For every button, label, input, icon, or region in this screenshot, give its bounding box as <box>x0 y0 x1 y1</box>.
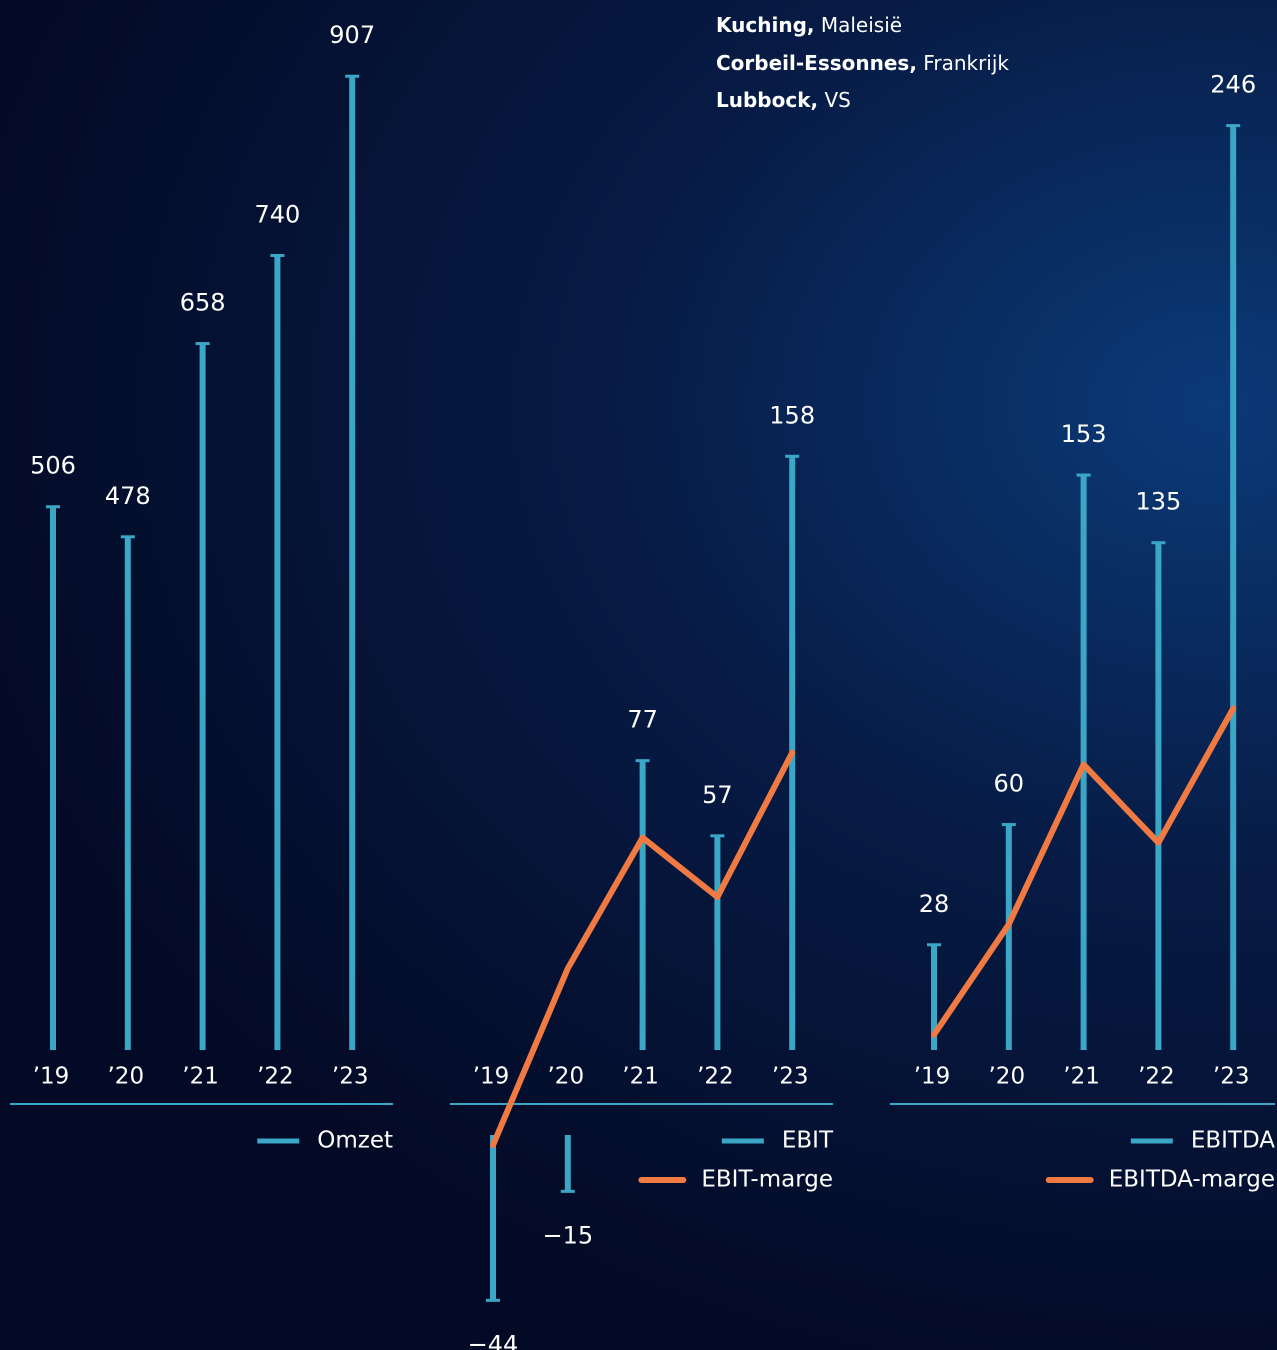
x-tick-label: ’22 <box>1138 1064 1175 1090</box>
bar-cap <box>1226 124 1241 128</box>
bar <box>927 943 941 1050</box>
value-label: 153 <box>1061 420 1107 448</box>
x-tick-label: ’19 <box>473 1064 510 1090</box>
x-tick-label: ’23 <box>332 1064 369 1090</box>
value-label: 158 <box>769 401 815 429</box>
bar-body <box>124 536 131 1050</box>
bar <box>560 1135 575 1193</box>
bar <box>195 342 210 1050</box>
x-tick-label: ’21 <box>1063 1064 1100 1090</box>
bar-cap <box>927 943 941 947</box>
bar-cap <box>486 1298 500 1302</box>
bar <box>635 759 650 1050</box>
value-label: 478 <box>105 482 151 510</box>
bar-cap <box>345 74 360 78</box>
value-label: 506 <box>30 452 76 480</box>
value-label: 135 <box>1135 488 1181 516</box>
bar-cap <box>270 254 285 258</box>
bar-cap <box>1076 473 1091 477</box>
header: Kuching, Maleisië Corbeil-Essonnes, Fran… <box>716 13 1009 112</box>
bar-cap <box>785 454 800 458</box>
bar-cap <box>120 535 135 539</box>
value-label: 740 <box>254 201 300 229</box>
country: VS <box>824 88 850 112</box>
bar-body <box>1230 125 1237 1051</box>
value-label: 77 <box>627 706 658 734</box>
bar-body <box>564 1135 571 1192</box>
value-label: −44 <box>468 1330 519 1350</box>
bar-body <box>274 255 281 1050</box>
value-label: 246 <box>1210 71 1256 99</box>
bar <box>345 74 360 1050</box>
bar-cap <box>710 834 725 838</box>
x-tick-label: ’20 <box>548 1064 585 1090</box>
city: Corbeil-Essonnes, <box>716 51 917 75</box>
x-tick-label: ’21 <box>182 1064 219 1090</box>
bar <box>710 834 725 1050</box>
bar-cap <box>1151 541 1166 545</box>
bar-cap <box>560 1189 575 1193</box>
value-label: −15 <box>542 1221 593 1249</box>
location: Lubbock, VS <box>716 88 851 112</box>
bar <box>270 254 285 1050</box>
legend-label: EBIT-marge <box>701 1167 833 1193</box>
bar-cap <box>1001 823 1016 827</box>
bar-body <box>50 506 56 1050</box>
line <box>490 749 796 1149</box>
bar <box>46 505 60 1050</box>
bar-cap <box>635 759 650 763</box>
bar-cap <box>195 342 210 346</box>
legend-label: EBITDA <box>1191 1128 1275 1154</box>
bar-body <box>639 760 646 1050</box>
x-tick-label: ’22 <box>697 1064 734 1090</box>
line <box>931 705 1237 1038</box>
bar-body <box>1005 824 1012 1050</box>
value-label: 907 <box>329 21 375 49</box>
x-tick-label: ’23 <box>772 1064 809 1090</box>
bar-body <box>199 343 206 1050</box>
bar-body <box>490 1135 496 1301</box>
bar-cap <box>46 505 60 509</box>
country: Frankrijk <box>923 51 1009 75</box>
bar-body <box>349 76 356 1050</box>
bar-body <box>714 835 721 1050</box>
x-tick-label: ’22 <box>257 1064 294 1090</box>
bar <box>120 535 135 1050</box>
value-label: 57 <box>702 781 733 809</box>
bar <box>1001 823 1016 1050</box>
value-label: 658 <box>180 289 226 317</box>
x-tick-label: ’23 <box>1213 1064 1250 1090</box>
bar <box>1226 124 1241 1051</box>
legend-label: Omzet <box>317 1128 393 1154</box>
value-label: 60 <box>994 770 1025 798</box>
value-label: 28 <box>919 890 950 918</box>
x-tick-label: ’20 <box>108 1064 145 1090</box>
x-tick-label: ’21 <box>622 1064 659 1090</box>
location: Corbeil-Essonnes, Frankrijk <box>716 51 1009 75</box>
country: Maleisië <box>821 13 902 37</box>
city: Kuching, <box>716 13 815 37</box>
city: Lubbock, <box>716 88 818 112</box>
bar-body <box>931 944 937 1050</box>
x-tick-label: ’20 <box>989 1064 1026 1090</box>
location: Kuching, Maleisië <box>716 13 902 37</box>
legend-label: EBITDA-marge <box>1109 1167 1275 1193</box>
x-tick-label: ’19 <box>33 1064 70 1090</box>
x-tick-label: ’19 <box>914 1064 951 1090</box>
legend-label: EBIT <box>782 1128 834 1154</box>
bar <box>486 1135 500 1302</box>
bar-body <box>1155 542 1162 1050</box>
bar <box>1151 541 1166 1050</box>
